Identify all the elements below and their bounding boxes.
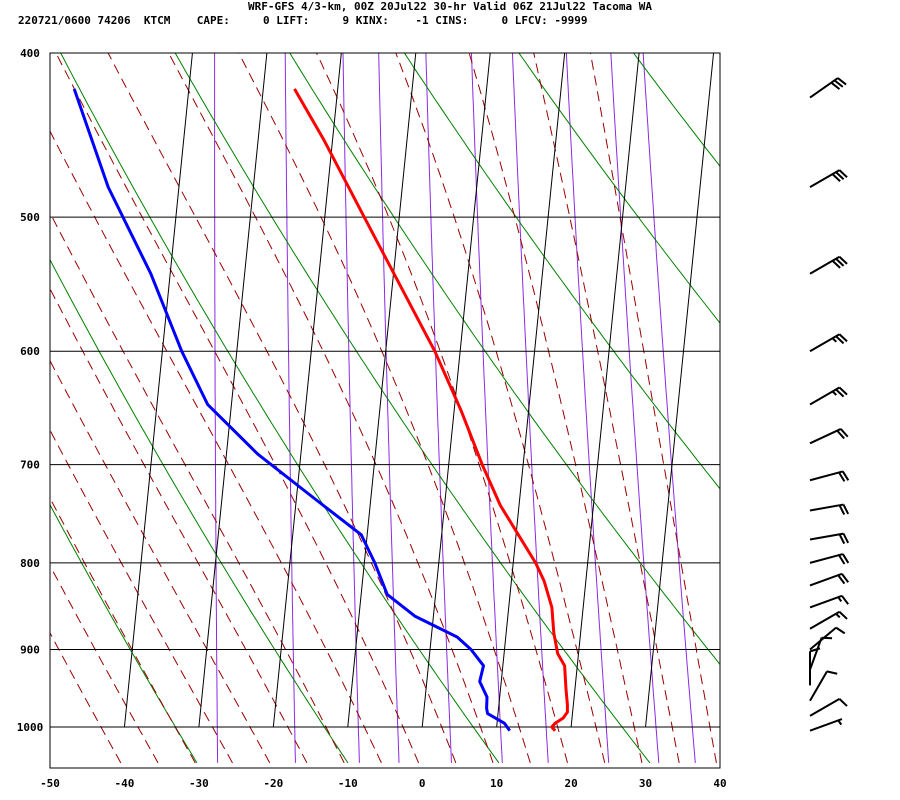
y-tick-label: 800	[20, 557, 40, 570]
dewpoint-profile-line	[72, 88, 511, 732]
x-tick-label: -20	[263, 777, 283, 790]
wind-barb	[809, 169, 848, 188]
dry-adiabat-line	[50, 503, 198, 764]
dry-adiabat-line	[60, 53, 500, 764]
mixing-ratio-line	[342, 53, 360, 763]
dry-adiabat-line	[632, 53, 720, 167]
wind-barb	[809, 553, 850, 565]
isotherm-gridline	[198, 52, 268, 728]
isotherm-gridline	[123, 52, 193, 728]
wind-barb	[809, 636, 833, 670]
moist-adiabat-line	[533, 53, 680, 763]
wind-barb	[809, 255, 848, 275]
dry-adiabat-line	[719, 15, 900, 763]
x-tick-label: 0	[419, 777, 426, 790]
mixing-ratio-line	[378, 53, 400, 763]
wind-barb	[809, 626, 846, 651]
x-tick-label: 40	[713, 777, 726, 790]
thermo-lines-layer	[50, 15, 900, 764]
moist-adiabat-line	[589, 53, 717, 763]
isotherm-gridline	[272, 52, 342, 728]
isotherm-gridline	[570, 52, 640, 728]
mixing-ratio-line	[214, 53, 219, 763]
x-tick-label: -50	[40, 777, 60, 790]
y-tick-label: 400	[20, 47, 40, 60]
x-tick-label: 10	[490, 777, 503, 790]
moist-adiabat-line	[50, 359, 271, 764]
dry-adiabat-line	[289, 53, 720, 666]
moist-adiabat-line	[238, 53, 531, 764]
y-tick-label: 1000	[17, 721, 44, 734]
wind-barb	[809, 698, 848, 717]
isotherm-gridline	[347, 52, 417, 728]
wind-barb	[809, 718, 843, 732]
y-tick-label: 700	[20, 459, 40, 472]
wind-barb	[809, 572, 849, 587]
x-tick-label: -10	[338, 777, 358, 790]
station-stats-line: 220721/0600 74206 KTCM CAPE: 0 LIFT: 9 K…	[18, 14, 588, 27]
mixing-ratio-line	[284, 53, 296, 763]
x-tick-label: 20	[564, 777, 577, 790]
moist-adiabat-line	[55, 53, 420, 764]
isotherm-gridline	[421, 52, 491, 728]
wind-barb	[809, 670, 838, 702]
grid-layer	[50, 52, 720, 728]
moist-adiabat-line	[468, 53, 643, 763]
x-tick-label: -30	[189, 777, 209, 790]
moist-adiabat-line	[50, 429, 233, 764]
mixing-ratio-line	[511, 53, 549, 763]
dry-adiabat-line	[518, 53, 720, 324]
mixing-ratio-line	[470, 53, 503, 763]
wind-barb	[809, 594, 849, 609]
moist-adiabat-line	[107, 53, 457, 764]
dry-adiabat-line	[50, 258, 349, 764]
y-tick-label: 600	[20, 345, 40, 358]
mixing-ratio-line	[425, 53, 452, 763]
temperature-profile-line	[293, 88, 569, 732]
wind-barb	[809, 503, 850, 516]
wind-barb	[809, 333, 848, 353]
wind-barb	[809, 470, 850, 482]
y-tick-label: 900	[20, 643, 40, 656]
mixing-ratio-line	[642, 53, 696, 763]
profile-layer	[72, 88, 569, 732]
wind-barb	[809, 386, 848, 406]
plot-frame	[49, 52, 721, 769]
chart-title: WRF-GFS 4/3-km, 00Z 20Jul22 30-hr Valid …	[248, 0, 652, 13]
moist-adiabat-line	[315, 53, 568, 764]
wind-barb	[809, 532, 850, 545]
wind-barbs-layer	[809, 77, 850, 732]
tick-label-layer: -50 -40 -30 -20 -10 0 10 20 30 40 400 500 600 700 800 9…	[17, 47, 727, 790]
y-tick-label: 500	[20, 211, 40, 224]
mixing-ratio-line	[565, 53, 610, 763]
moist-adiabat-line	[50, 211, 345, 764]
wind-barb	[809, 77, 847, 99]
x-tick-label: -40	[115, 777, 135, 790]
dry-adiabat-line	[174, 53, 651, 764]
mixing-ratio-line	[610, 53, 660, 763]
wind-barb	[809, 610, 848, 630]
dry-adiabat-line	[403, 53, 720, 490]
isotherm-gridline	[496, 52, 566, 728]
moist-adiabat-line	[50, 130, 382, 764]
wind-barb	[809, 428, 849, 445]
x-tick-label: 30	[639, 777, 652, 790]
isotherm-gridline	[645, 52, 715, 728]
moist-adiabat-line	[50, 287, 308, 764]
moist-adiabat-line	[395, 53, 606, 764]
moist-adiabat-line	[168, 53, 494, 764]
